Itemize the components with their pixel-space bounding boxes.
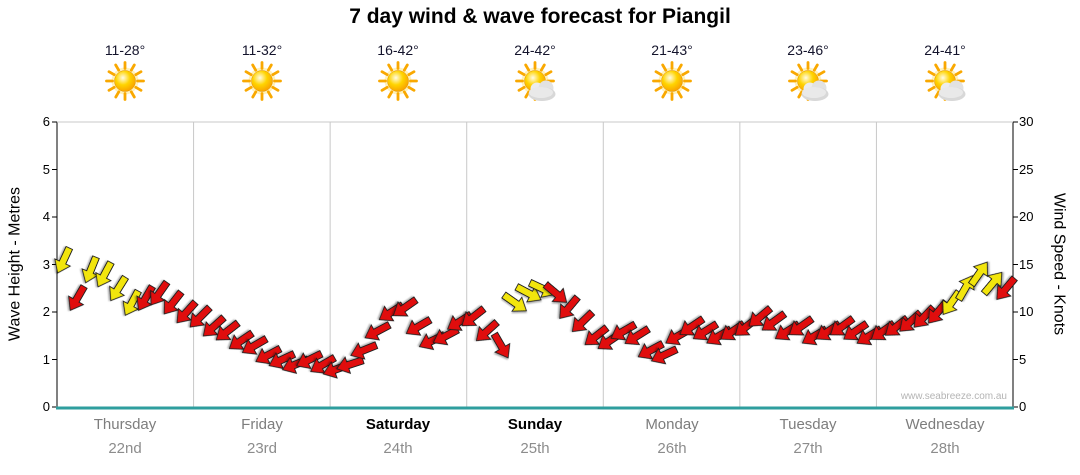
- temperature-range: 16-42°: [377, 42, 419, 58]
- y-right-tick: 0: [1019, 399, 1027, 414]
- day-name-label: Thursday: [93, 416, 157, 433]
- weather-icon: [236, 60, 288, 108]
- day-name-label: Wednesday: [905, 416, 985, 433]
- y-left-tick: 4: [42, 209, 50, 224]
- y-left-tick: 3: [42, 257, 50, 272]
- y-right-tick: 5: [1019, 352, 1027, 367]
- day-date-label: 28th: [930, 440, 960, 457]
- y-right-tick: 20: [1019, 209, 1034, 224]
- y-right-tick: 30: [1019, 114, 1034, 129]
- day-date-label: 24th: [383, 440, 413, 457]
- weather-icon: [509, 60, 561, 108]
- weather-icon: [99, 60, 151, 108]
- y-right-tick: 25: [1019, 162, 1034, 177]
- weather-icon: [646, 60, 698, 108]
- day-date-label: 22nd: [108, 440, 142, 457]
- weather-icon: [782, 60, 834, 108]
- day-date-label: 25th: [520, 440, 550, 457]
- day-date-label: 27th: [793, 440, 823, 457]
- page-title: 7 day wind & wave forecast for Piangil: [349, 5, 731, 28]
- weather-icon: [919, 60, 971, 108]
- y-right-tick: 15: [1019, 257, 1034, 272]
- day-date-label: 23rd: [246, 440, 278, 457]
- temperature-range: 11-32°: [241, 42, 283, 58]
- y-left-tick: 6: [42, 114, 50, 129]
- temperature-range: 23-46°: [787, 42, 829, 58]
- day-name-label: Tuesday: [779, 416, 837, 433]
- y-left-tick: 0: [42, 399, 50, 414]
- temperature-range: 24-41°: [924, 42, 966, 58]
- temperature-range: 11-28°: [104, 42, 146, 58]
- watermark: www.seabreeze.com.au: [900, 391, 1007, 402]
- y-left-tick: 5: [42, 162, 50, 177]
- day-name-label: Saturday: [365, 416, 431, 433]
- day-name-label: Friday: [241, 416, 283, 433]
- temperature-range: 24-42°: [514, 42, 556, 58]
- day-date-label: 26th: [657, 440, 687, 457]
- temperature-range: 21-43°: [651, 42, 693, 58]
- y-left-tick: 2: [42, 304, 50, 319]
- y-right-tick: 10: [1019, 304, 1034, 319]
- y-left-tick: 1: [42, 352, 50, 367]
- day-name-label: Sunday: [507, 416, 563, 433]
- weather-icon: [372, 60, 424, 108]
- day-name-label: Monday: [645, 416, 699, 433]
